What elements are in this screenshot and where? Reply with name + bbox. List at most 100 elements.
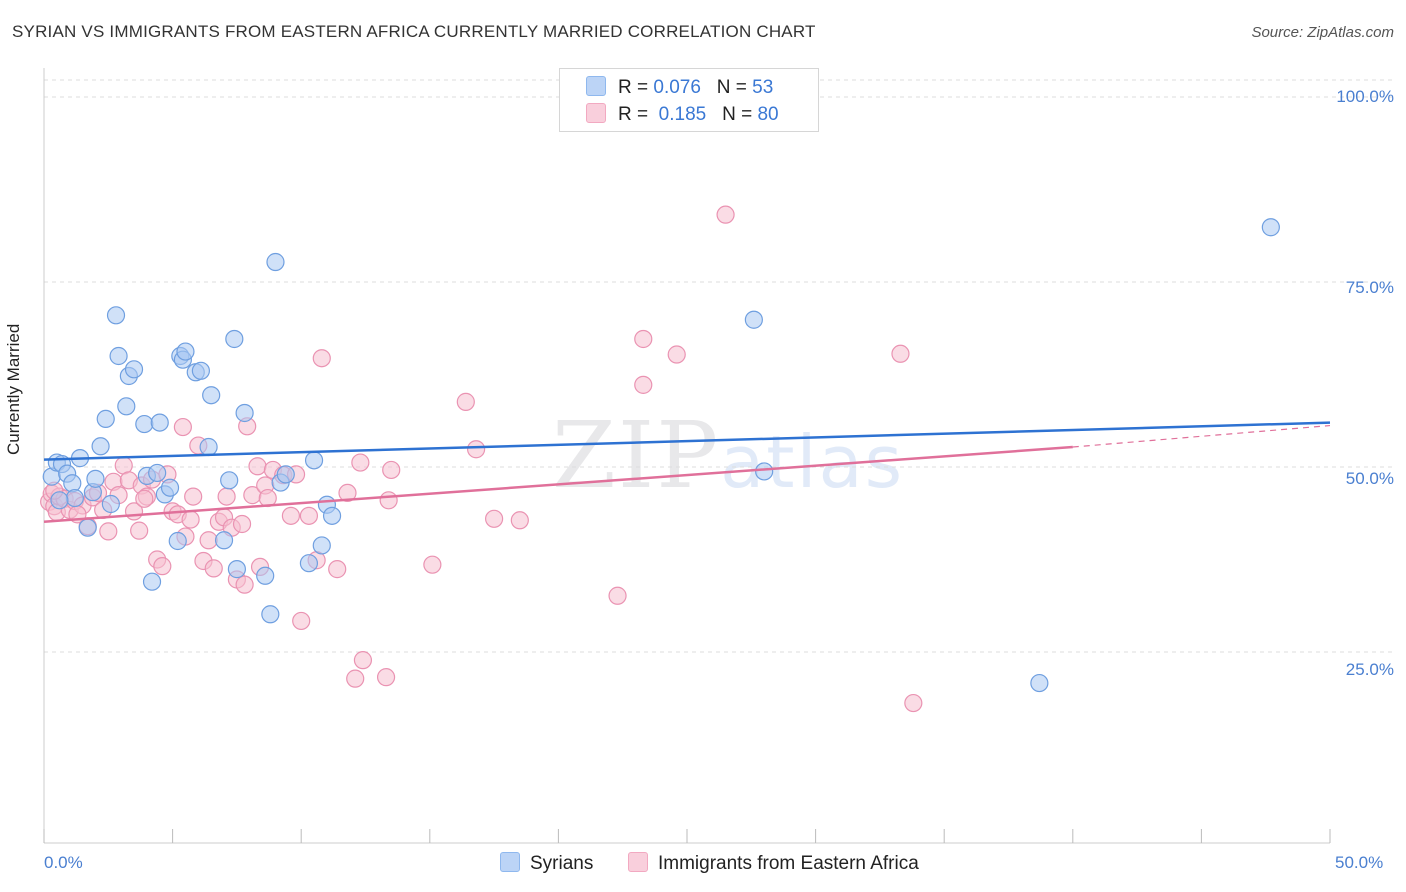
point-immigrants — [667, 345, 686, 364]
legend-n-label: N = — [716, 77, 747, 98]
point-syrians — [65, 488, 84, 508]
legend-n-label: N = — [722, 104, 753, 125]
grid-lines — [44, 79, 1394, 653]
point-syrians — [109, 346, 128, 366]
point-immigrants — [153, 557, 172, 576]
source-label: Source: ZipAtlas.com — [1251, 24, 1394, 41]
trend-lines — [43, 421, 1331, 524]
point-syrians — [256, 566, 275, 585]
point-immigrants — [248, 457, 267, 476]
point-immigrants — [235, 575, 254, 594]
point-syrians — [227, 560, 246, 579]
point-syrians — [160, 478, 180, 497]
trend-line-syrians — [43, 421, 1331, 461]
x-tick-label: 50.0% — [1335, 853, 1384, 872]
bottom-legend-immigrants: Immigrants from Eastern Africa — [628, 852, 919, 875]
point-immigrants — [299, 506, 319, 525]
legend-swatch-blue — [586, 76, 606, 96]
point-syrians — [261, 605, 280, 624]
point-immigrants — [181, 510, 200, 529]
point-immigrants — [199, 531, 218, 550]
trend-line-immigrants — [43, 445, 1073, 524]
point-immigrants — [634, 329, 653, 349]
point-syrians — [312, 536, 331, 555]
y-tick-label: 25.0% — [1345, 660, 1394, 679]
legend-n-value: 80 — [757, 104, 779, 125]
point-syrians — [117, 397, 136, 416]
point-immigrants — [173, 417, 192, 437]
point-immigrants — [232, 514, 252, 534]
point-syrians — [86, 469, 105, 488]
point-immigrants — [346, 669, 365, 688]
legend-row-immigrants: R = 0.185 N = 80 — [586, 103, 779, 126]
legend: R = 0.076 N = 53 R = 0.185 N = 80 — [559, 68, 819, 132]
point-syrians — [150, 413, 169, 432]
point-syrians — [91, 437, 110, 456]
point-syrians — [101, 494, 120, 514]
point-syrians — [755, 462, 774, 481]
point-syrians — [299, 554, 319, 573]
point-immigrants — [485, 509, 504, 528]
legend-r-value: 0.076 — [653, 77, 701, 98]
point-syrians — [142, 572, 162, 591]
point-syrians — [1261, 218, 1280, 237]
point-immigrants — [904, 693, 923, 713]
point-immigrants — [716, 205, 735, 224]
point-immigrants — [351, 453, 370, 472]
point-immigrants — [382, 460, 401, 480]
point-syrians — [148, 463, 167, 483]
bottom-legend-label: Syrians — [530, 853, 594, 874]
y-tick-label: 75.0% — [1345, 278, 1394, 297]
chart-title: SYRIAN VS IMMIGRANTS FROM EASTERN AFRICA… — [12, 22, 816, 41]
point-syrians — [78, 518, 97, 537]
point-immigrants — [281, 506, 301, 525]
point-syrians — [124, 360, 144, 379]
point-syrians — [191, 361, 210, 380]
legend-r-value: 0.185 — [658, 104, 707, 125]
point-syrians — [266, 252, 285, 272]
point-syrians — [63, 474, 82, 493]
point-immigrants — [353, 651, 373, 670]
point-immigrants — [423, 555, 442, 574]
point-immigrants — [466, 440, 486, 459]
point-immigrants — [328, 560, 347, 579]
point-immigrants — [634, 375, 653, 394]
point-immigrants — [204, 559, 223, 578]
point-syrians — [202, 386, 221, 405]
point-immigrants — [338, 483, 357, 502]
x-tick-label: 0.0% — [44, 853, 83, 872]
point-syrians — [96, 409, 115, 428]
legend-n-value: 53 — [752, 77, 774, 98]
bottom-legend-label: Immigrants from Eastern Africa — [658, 853, 919, 874]
legend-r-label: R = — [618, 77, 649, 98]
point-syrians — [744, 310, 763, 329]
point-syrians — [135, 414, 154, 434]
point-immigrants — [379, 491, 398, 510]
legend-row-syrians: R = 0.076 N = 53 — [586, 76, 773, 99]
point-immigrants — [292, 611, 311, 631]
y-tick-label: 50.0% — [1345, 469, 1394, 488]
y-tick-label: 100.0% — [1336, 87, 1394, 106]
point-immigrants — [456, 392, 475, 411]
point-immigrants — [608, 586, 627, 605]
axes — [43, 68, 1331, 844]
legend-r-label: R = — [618, 104, 649, 125]
point-syrians — [220, 471, 239, 490]
point-immigrants — [184, 487, 203, 506]
point-immigrants — [135, 489, 154, 508]
point-syrians — [106, 306, 126, 325]
point-syrians — [322, 506, 342, 525]
point-syrians — [304, 451, 324, 470]
point-immigrants — [312, 349, 331, 368]
point-syrians — [199, 437, 218, 457]
point-syrians — [50, 491, 69, 510]
bottom-legend-syrians: Syrians — [500, 852, 593, 875]
point-immigrants — [217, 487, 236, 506]
point-syrians — [276, 465, 295, 484]
point-immigrants — [891, 344, 910, 363]
point-syrians — [176, 342, 195, 361]
point-immigrants — [99, 522, 118, 541]
point-syrians — [214, 531, 234, 550]
watermark-zip: ZIP — [552, 402, 721, 509]
